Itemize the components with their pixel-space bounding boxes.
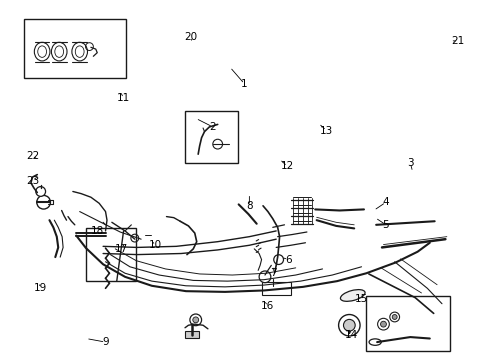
- Text: 20: 20: [184, 32, 197, 41]
- Text: 2: 2: [209, 122, 216, 132]
- Circle shape: [343, 319, 354, 331]
- Text: 9: 9: [102, 337, 109, 347]
- Text: 7: 7: [270, 268, 277, 278]
- Text: 23: 23: [26, 176, 39, 186]
- Text: 21: 21: [450, 36, 464, 46]
- Circle shape: [189, 314, 201, 326]
- Text: 17: 17: [115, 244, 128, 254]
- Text: 12: 12: [280, 161, 293, 171]
- Circle shape: [36, 186, 45, 196]
- Text: 3: 3: [406, 158, 413, 168]
- Text: 4: 4: [382, 197, 388, 207]
- Text: 1: 1: [241, 79, 247, 89]
- Text: 16: 16: [261, 301, 274, 311]
- Text: 11: 11: [117, 93, 130, 103]
- Circle shape: [259, 271, 270, 283]
- Bar: [184, 111, 237, 163]
- Circle shape: [192, 317, 198, 323]
- Circle shape: [37, 195, 50, 209]
- Text: 5: 5: [382, 220, 388, 230]
- Bar: [24, 19, 125, 78]
- Text: 14: 14: [345, 330, 358, 340]
- Circle shape: [380, 321, 386, 327]
- Text: 13: 13: [319, 126, 332, 135]
- Bar: [86, 228, 136, 281]
- Bar: [261, 282, 290, 296]
- Text: 15: 15: [354, 294, 367, 304]
- Bar: [184, 331, 198, 338]
- Text: 8: 8: [245, 201, 252, 211]
- Bar: [366, 296, 449, 351]
- Text: 10: 10: [149, 240, 162, 250]
- Text: 18: 18: [90, 226, 103, 236]
- Circle shape: [391, 315, 396, 319]
- Circle shape: [131, 234, 139, 242]
- Ellipse shape: [340, 289, 365, 301]
- Text: 19: 19: [34, 283, 47, 293]
- Circle shape: [273, 255, 283, 265]
- Circle shape: [338, 315, 359, 336]
- Text: 22: 22: [26, 150, 39, 161]
- Text: 6: 6: [285, 255, 291, 265]
